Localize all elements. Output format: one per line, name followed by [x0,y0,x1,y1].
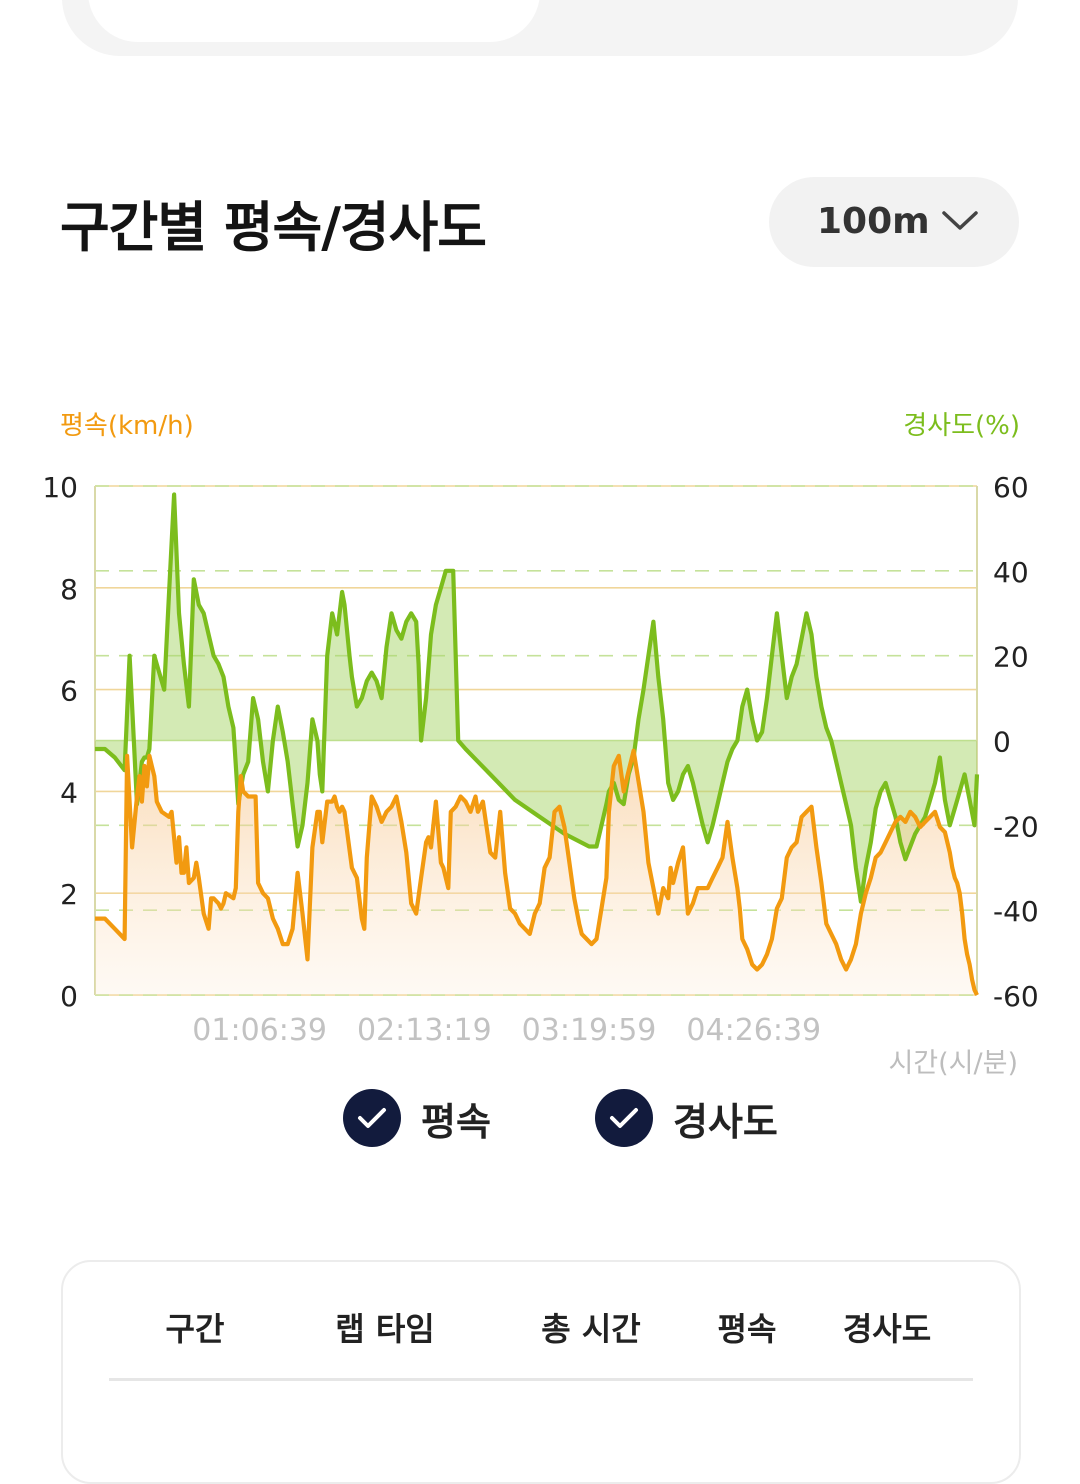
y-tick-right: -20 [993,810,1039,843]
y-tick-left: 8 [60,573,78,606]
table-header-slope: 경사도 [842,1310,932,1348]
speed-slope-chart: 0 2 4 6 8 10 -60 -40 -20 0 20 40 60 01:06:39 02:13:19 0… [42,471,1039,1079]
legend-label-slope: 경사도 [673,1099,778,1144]
y-tick-right: -40 [993,895,1039,928]
interval-select[interactable]: 100m [769,177,1019,267]
lap-table: 구간 랩 타임 총 시간 평속 경사도 [61,1260,1021,1484]
table-header-total-time: 총 시간 [541,1310,641,1348]
x-tick-label: 01:06:39 [192,1013,327,1048]
legend-item-slope[interactable]: 경사도 [595,1088,778,1148]
y-axis-left-title: 평속(km/h) [60,411,194,441]
y-tick-right: 0 [993,726,1011,759]
slope-area [95,494,977,902]
speed-line [95,748,979,996]
y-tick-left: 6 [60,675,78,708]
table-divider [109,1378,973,1381]
check-icon [595,1089,653,1147]
table-header-lap-time: 랩 타임 [335,1310,435,1348]
y-axis-right-title: 경사도(%) [903,411,1020,441]
y-tick-right: -60 [993,980,1039,1013]
y-tick-right: 60 [993,471,1029,504]
chevron-down-icon [942,211,978,230]
y-tick-right: 20 [993,641,1029,674]
interval-select-value: 100m [817,201,930,242]
legend-item-speed[interactable]: 평속 [343,1088,491,1148]
table-header-segment: 구간 [165,1310,225,1348]
top-segmented-control [62,0,1018,56]
x-axis-title: 시간(시/분) [888,1048,1018,1079]
table-header-avg-speed: 평속 [717,1310,777,1348]
y-tick-left: 4 [60,776,78,809]
legend-label-speed: 평속 [421,1099,491,1144]
x-tick-label: 03:19:59 [522,1013,657,1048]
slope-line [95,492,980,904]
y-tick-left: 0 [60,980,78,1013]
y-tick-left: 10 [42,471,78,504]
check-icon [343,1089,401,1147]
y-tick-left: 2 [60,878,78,911]
speed-area [95,750,977,995]
section-title: 구간별 평속/경사도 [60,196,487,259]
x-tick-label: 02:13:19 [357,1013,492,1048]
y-tick-right: 40 [993,556,1029,589]
top-tab-active[interactable] [88,0,540,42]
x-tick-label: 04:26:39 [686,1013,821,1048]
